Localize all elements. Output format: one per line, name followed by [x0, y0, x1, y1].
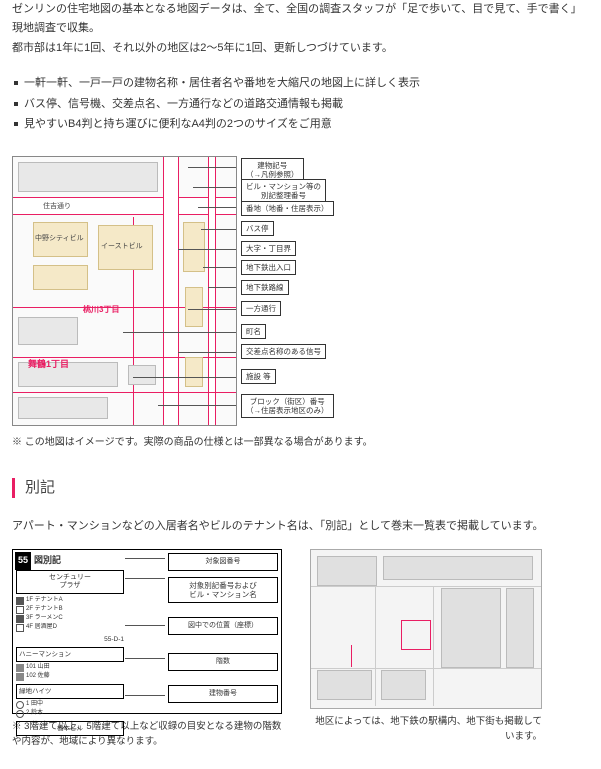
map-callout: ブロック（街区）番号（→住居表示地区のみ） [241, 394, 334, 418]
map-label-area: 桃川3丁目 [83, 303, 119, 317]
map-callout: 施設 等 [241, 369, 276, 384]
map-callout: 大字・丁目界 [241, 241, 296, 256]
legend-building: 橋本ビル [16, 721, 124, 736]
map-label-area: 舞鶴1丁目 [28, 357, 69, 372]
legend-callout: 建物番号 [168, 685, 278, 703]
accent-bar [12, 478, 15, 498]
legend-building: センチュリープラザ [16, 570, 124, 593]
map-label-place: イーストビル [101, 241, 143, 253]
legend-building: 緑地ハイツ [16, 684, 124, 699]
legend-title: 図別記 [34, 553, 61, 568]
feature-list: 一軒一軒、一戸一戸の建物名称・居住者名や番地を大縮尺の地図上に詳しく表示 バス停… [12, 74, 589, 134]
intro-line2: 都市部は1年に1回、それ以外の地区は2～5年に1回、更新しつづけています。 [12, 39, 589, 58]
legend-callout: 対象図番号 [168, 553, 278, 571]
map-callout: 地下鉄出入口 [241, 260, 296, 275]
map-callouts: 建物記号（→凡例参照） ビル・マンション等の別記整理番号 番地（地番・住居表示）… [237, 156, 342, 426]
map-callout: バス停 [241, 221, 274, 236]
map-label-street: 住吉通り [43, 201, 71, 213]
section-desc: アパート・マンションなどの入居者名やビルのテナント名は、「別記」として巻末一覧表… [12, 517, 589, 536]
legend-callout: 対象別記番号およびビル・マンション名 [168, 577, 278, 603]
feature-item: 見やすいB4判と持ち運びに便利なA4判の2つのサイズをご用意 [12, 115, 589, 134]
intro-line1: ゼンリンの住宅地図の基本となる地図データは、全て、全国の調査スタッフが「足で歩い… [12, 0, 589, 37]
feature-item: バス停、信号機、交差点名、一方通行などの道路交通情報も掲載 [12, 95, 589, 114]
legend-coord: 55-D-1 [16, 634, 124, 645]
sample-map-image: 住吉通り 中野シティビル イーストビル 桃川3丁目 舞鶴1丁目 [12, 156, 237, 426]
map-callout: 番地（地番・住居表示） [241, 201, 334, 216]
intro-text: ゼンリンの住宅地図の基本となる地図データは、全て、全国の調査スタッフが「足で歩い… [12, 0, 589, 58]
legend-page-num: 55 [15, 552, 31, 569]
section-header: 別記 [12, 475, 589, 501]
section-title: 別記 [25, 475, 55, 501]
map-callout: 一方通行 [241, 301, 281, 316]
station-column: 地区によっては、地下鉄の駅構内、地下街も掲載しています。 [310, 549, 542, 744]
map-callout: ビル・マンション等の別記整理番号 [241, 179, 326, 203]
map-label-place: 中野シティビル [35, 233, 84, 245]
map-callout: 交差点名称のある信号 [241, 344, 326, 359]
map-callout: 地下鉄路線 [241, 280, 289, 295]
legend-building: ハニーマンション [16, 647, 124, 662]
legend-callout: 階数 [168, 653, 278, 671]
station-caption: 地区によっては、地下鉄の駅構内、地下街も掲載しています。 [310, 715, 542, 744]
legend-column: 55 図別記 センチュリープラザ 1F テナントA 2F テナントB 3F ラー… [12, 549, 282, 749]
feature-item: 一軒一軒、一戸一戸の建物名称・居住者名や番地を大縮尺の地図上に詳しく表示 [12, 74, 589, 93]
map-note: ※ この地図はイメージです。実際の商品の仕様とは一部異なる場合があります。 [12, 434, 589, 451]
station-map-image [310, 549, 542, 709]
sample-map-block: 住吉通り 中野シティビル イーストビル 桃川3丁目 舞鶴1丁目 建物記号（→凡例… [12, 156, 589, 451]
map-callout: 町名 [241, 324, 266, 339]
legend-callout: 図中での位置（座標） [168, 617, 278, 635]
legend-box: 55 図別記 センチュリープラザ 1F テナントA 2F テナントB 3F ラー… [12, 549, 282, 714]
